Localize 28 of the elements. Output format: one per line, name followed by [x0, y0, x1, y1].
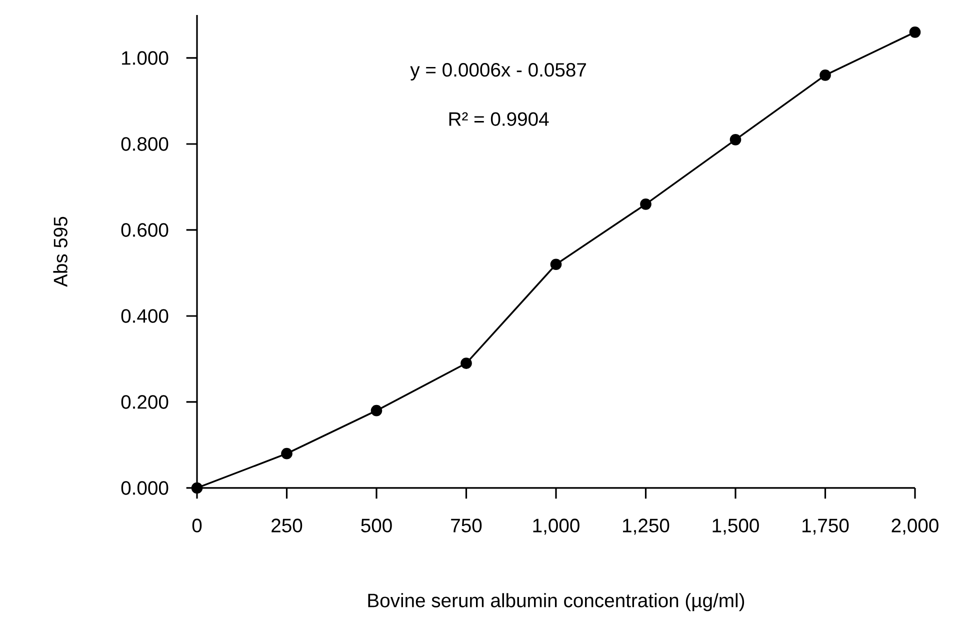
point	[460, 358, 472, 369]
x-tick-label: 1,750	[802, 518, 849, 535]
x-tick-label: 1,500	[712, 518, 759, 535]
y-tick-label: 0.800	[121, 137, 168, 151]
point	[370, 404, 382, 416]
annotation: y = 0.0006x - 0.0587	[410, 62, 586, 81]
x-tick-label: 1,000	[533, 518, 580, 535]
point	[281, 448, 292, 460]
point	[191, 482, 203, 494]
y-tick-label: 1.000	[122, 51, 168, 65]
point	[730, 134, 742, 146]
x-tick-label: 250	[272, 518, 302, 532]
y-tick-label: 0.600	[121, 223, 168, 237]
x-axis-title: Bovine serum albumin concentration (µg/ml)	[368, 593, 744, 612]
x-tick-label: 0	[192, 518, 202, 532]
x-tick-label: 500	[361, 518, 392, 532]
y-tick-label: 0.000	[121, 481, 168, 495]
point	[909, 26, 921, 38]
y-tick-label: 0.400	[121, 309, 168, 323]
point	[820, 70, 831, 81]
y-axis-title: Abs 595	[53, 216, 68, 287]
x-tick-label: 2,000	[892, 518, 938, 535]
annotation: R² = 0.9904	[449, 112, 549, 126]
point	[640, 198, 652, 210]
y-tick-label: 0.200	[121, 395, 168, 409]
point	[550, 258, 562, 270]
x-tick-label: 750	[451, 518, 482, 532]
x-tick-label: 1,250	[623, 518, 670, 535]
